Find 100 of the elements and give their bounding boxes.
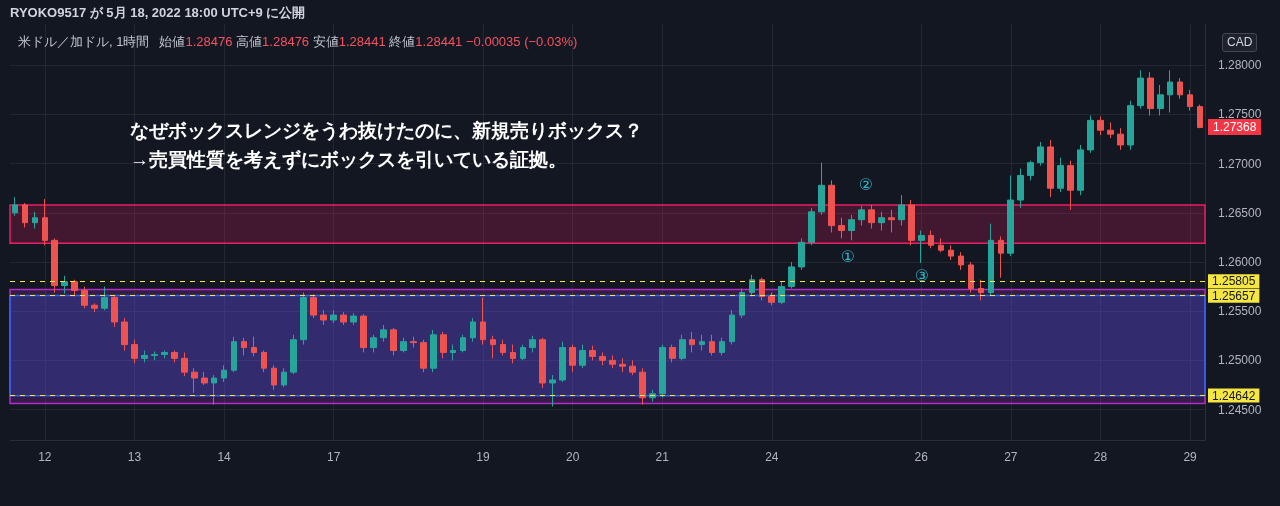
candlestick xyxy=(1017,168,1024,209)
candlestick xyxy=(1177,77,1183,100)
candlestick xyxy=(1107,121,1114,139)
y-axis-title: CAD xyxy=(1222,33,1258,52)
candlestick xyxy=(310,293,317,319)
y-tick-label: 1.25000 xyxy=(1218,353,1262,368)
candlestick xyxy=(828,179,835,233)
x-tick-label: 14 xyxy=(217,450,232,464)
candlestick xyxy=(171,350,178,363)
candlestick xyxy=(1137,69,1144,110)
candlestick xyxy=(948,244,954,261)
candlestick xyxy=(440,331,447,359)
ref-line-label: 1.25805 xyxy=(1212,274,1256,289)
candlestick xyxy=(878,211,885,232)
candlestick xyxy=(131,339,138,364)
candlestick xyxy=(998,235,1004,279)
candlestick xyxy=(281,367,287,388)
x-tick-label: 26 xyxy=(914,450,929,464)
candlestick xyxy=(470,317,476,343)
candlestick xyxy=(101,286,108,311)
candlestick xyxy=(709,334,715,356)
candlestick xyxy=(639,367,646,406)
candlestick xyxy=(549,374,556,408)
candlestick xyxy=(579,344,586,369)
candlestick xyxy=(1057,157,1064,193)
candlestick xyxy=(141,350,148,363)
candlestick xyxy=(729,309,735,346)
candlestick xyxy=(868,204,875,230)
candlestick xyxy=(430,329,437,373)
candlestick xyxy=(151,350,158,361)
x-tick-label: 24 xyxy=(765,450,779,464)
candlestick xyxy=(599,351,606,366)
candlestick xyxy=(1187,89,1193,112)
candlestick xyxy=(480,296,486,346)
candlestick xyxy=(121,317,128,352)
candlestick xyxy=(221,364,227,383)
x-tick-label: 28 xyxy=(1093,450,1108,464)
candlestick xyxy=(400,337,407,353)
candlestick xyxy=(818,162,825,216)
candlestick xyxy=(181,351,188,377)
text: 1.27368 xyxy=(1208,119,1262,135)
candlestick xyxy=(191,367,198,394)
y-tick-label: 1.28000 xyxy=(1218,58,1262,73)
candlestick xyxy=(1117,127,1124,151)
candlestick xyxy=(300,291,307,346)
x-tick-label: 19 xyxy=(476,450,491,464)
candlestick xyxy=(231,336,237,373)
candlestick xyxy=(858,205,865,227)
candlestick xyxy=(1167,69,1173,114)
candlestick xyxy=(689,331,695,353)
candlestick xyxy=(898,194,905,227)
candlestick xyxy=(1007,174,1014,257)
candlestick xyxy=(71,279,78,297)
candlestick xyxy=(1157,84,1164,116)
candlestick xyxy=(500,339,506,356)
x-tick-label: 12 xyxy=(38,450,52,464)
candlestick xyxy=(958,251,964,271)
candlestick xyxy=(520,344,526,361)
candlestick xyxy=(739,288,745,319)
text: 米ドル／加ドル, 1時間 xyxy=(18,34,150,50)
candlestick xyxy=(32,211,38,230)
candlestick xyxy=(749,274,755,297)
candlestick xyxy=(22,202,28,229)
candlestick xyxy=(1077,144,1084,196)
candlestick xyxy=(390,327,397,356)
candlestick xyxy=(798,237,805,271)
candlestick xyxy=(201,371,208,386)
candlestick xyxy=(51,237,58,293)
y-tick-label: 1.24500 xyxy=(1218,402,1262,417)
candlestick xyxy=(380,324,387,343)
annotation: ① xyxy=(840,247,856,267)
candlestick xyxy=(360,313,367,353)
candlestick xyxy=(1147,71,1154,116)
candlestick xyxy=(908,199,915,246)
candlestick xyxy=(808,207,815,246)
candlestick xyxy=(81,286,88,309)
candlestick xyxy=(111,294,118,328)
candlestick xyxy=(241,337,247,356)
ref-line-label: 1.24642 xyxy=(1212,388,1256,403)
candlestick xyxy=(978,279,984,301)
y-tick-label: 1.25500 xyxy=(1218,304,1262,319)
candlestick xyxy=(609,354,616,369)
candlestick xyxy=(450,344,456,361)
text: RYOKO9517 が 5月 18, 2022 18:00 UTC+9 に公開 xyxy=(10,5,306,21)
candlestick xyxy=(340,311,347,326)
candlestick xyxy=(838,217,845,239)
candlestick xyxy=(619,357,626,373)
candlestick xyxy=(669,344,676,363)
candlestick xyxy=(699,334,705,352)
x-tick-label: 29 xyxy=(1183,450,1198,464)
annotation: ② xyxy=(858,175,874,195)
candlestick xyxy=(1047,139,1054,198)
candlestick xyxy=(320,309,327,326)
candlestick xyxy=(938,237,944,253)
candlestick xyxy=(161,350,168,359)
candlestick xyxy=(12,196,18,217)
candlestick xyxy=(370,334,377,353)
candlestick xyxy=(290,334,297,375)
candlestick xyxy=(768,291,775,306)
candlestick xyxy=(928,230,934,249)
